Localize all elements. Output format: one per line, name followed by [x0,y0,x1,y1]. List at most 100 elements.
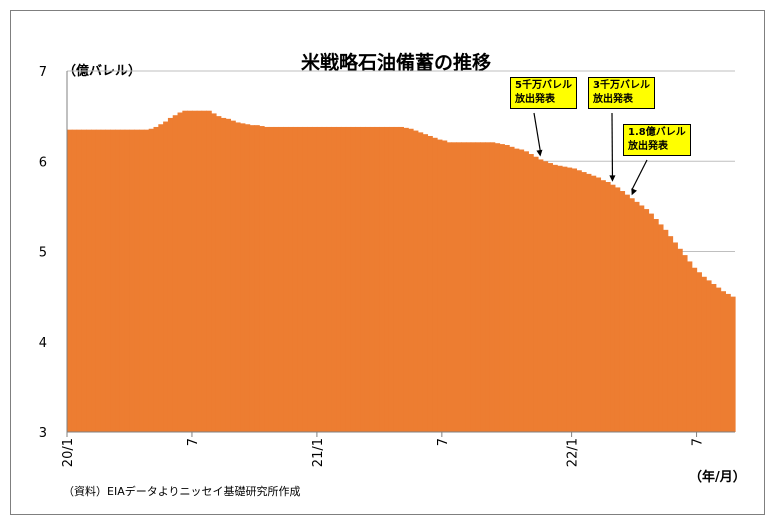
data-bar [398,126,405,432]
data-bar [196,110,203,433]
data-bar [509,146,515,432]
annotation-callout: 3千万バレル 放出発表 [588,77,655,109]
annotation-line2: 放出発表 [628,141,668,152]
data-bar [489,142,496,433]
annotation-line2: 放出発表 [515,94,555,105]
x-tick-label: 21/1 [311,438,326,467]
data-bar [504,145,510,432]
data-bar [321,126,328,432]
data-bar [268,126,275,432]
data-bar [537,159,544,432]
data-bar [451,142,457,433]
data-bar [528,154,534,432]
data-bar [393,126,400,432]
data-bar [576,170,582,432]
data-bar [187,110,193,433]
data-bar [408,128,414,432]
data-bar [95,129,102,432]
data-bar [485,142,491,433]
data-bar [67,129,73,432]
data-bar [364,126,371,432]
annotation-line2: 放出発表 [593,94,633,105]
data-bar [244,124,251,432]
y-tick-label: 6 [39,155,47,170]
data-bar [350,126,356,432]
data-bar [264,126,270,432]
data-bar [499,144,505,433]
data-bar [211,113,217,432]
data-bar [710,283,717,432]
data-bar [336,126,342,432]
data-bar [345,126,352,432]
data-bar [158,124,164,432]
data-bar [552,164,558,433]
data-bar [288,126,294,432]
data-bar [653,219,659,432]
area-chart: 米戦略石油備蓄の推移 （億バレル） （年/月） （資料）EIAデータよりニッセイ… [39,51,746,498]
annotation-arrowhead [609,175,616,182]
data-bar [629,198,635,432]
data-bar [172,115,179,432]
source-note: （資料）EIAデータよりニッセイ基礎研究所作成 [63,484,301,498]
data-bar [667,236,674,432]
data-bar [533,156,539,433]
data-bar [432,137,438,432]
data-bar [706,280,712,432]
data-bar [206,110,212,433]
data-bar [297,126,304,432]
data-area [67,110,736,433]
data-bar [648,213,654,432]
y-tick-label: 3 [39,426,47,441]
data-bar [701,276,707,432]
data-bar [696,272,702,432]
data-bar [360,126,366,432]
data-bar [331,126,337,432]
data-bar [283,126,289,432]
data-bar [682,255,688,432]
data-bar [571,168,578,432]
x-tick-label: 20/1 [61,438,76,467]
data-bar [595,177,602,432]
data-bar [461,142,467,433]
data-bar [134,129,140,432]
annotation-line1: 1.8億バレル [628,127,686,138]
annotation-callout: 1.8億バレル 放出発表 [623,124,691,156]
data-bar [475,142,481,433]
data-bar [686,261,693,432]
data-bar [115,129,121,432]
data-bar [225,118,231,433]
data-bar [235,122,241,432]
data-bar [600,180,606,432]
annotation-line1: 3千万バレル [593,80,650,91]
data-bar [730,296,736,432]
data-bar [581,172,587,432]
data-bar [76,129,83,432]
data-bar [249,125,256,433]
data-bar [590,175,597,432]
data-bar [413,130,419,432]
data-bar [148,128,155,432]
data-bar [254,125,260,433]
data-bar [677,248,683,432]
data-bar [240,123,246,432]
data-bar [465,142,472,433]
data-bar [182,110,188,433]
data-bar [119,129,126,432]
data-bar [143,129,150,432]
data-bar [417,132,424,432]
data-bar [422,134,429,433]
data-bar [720,291,726,432]
data-bar [326,126,332,432]
data-bar [167,117,174,433]
data-bar [220,117,227,433]
data-bar [605,182,611,432]
chart-frame: 米戦略石油備蓄の推移 （億バレル） （年/月） （資料）EIAデータよりニッセイ… [10,10,765,515]
data-bar [369,126,376,432]
data-bar [518,149,525,432]
data-bar [561,166,568,433]
annotation-arrowhead [631,188,637,196]
y-tick-label: 7 [39,65,47,80]
data-bar [81,129,87,432]
data-bar [340,126,347,432]
data-bar [691,267,698,432]
